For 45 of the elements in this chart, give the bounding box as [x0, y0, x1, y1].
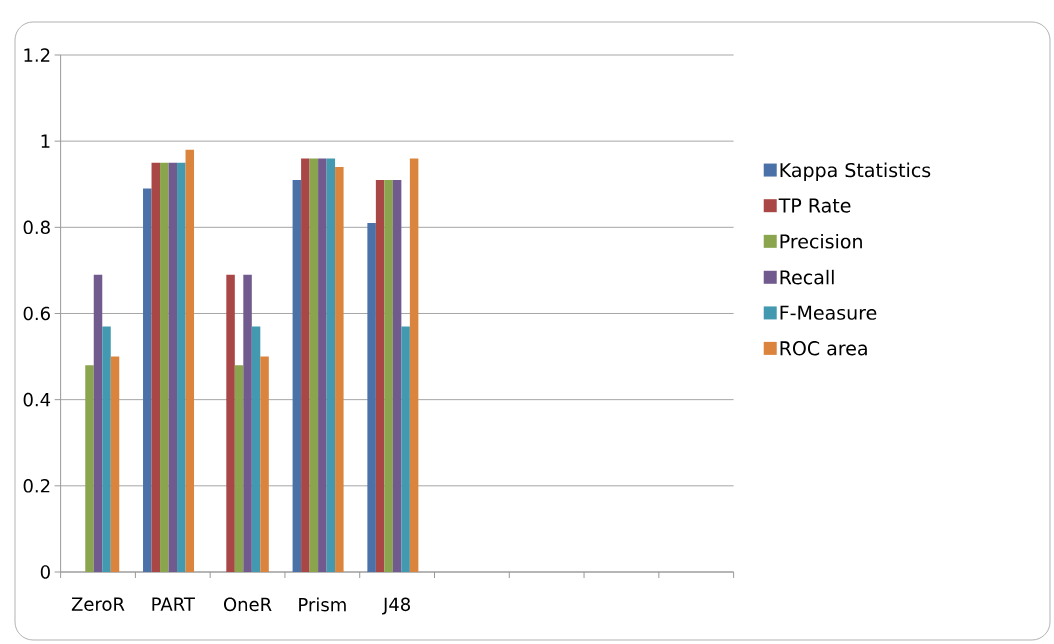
- bar: [301, 158, 310, 572]
- bar: [226, 274, 235, 572]
- bar: [260, 356, 269, 572]
- bar: [234, 365, 244, 572]
- bar: [151, 162, 161, 572]
- bar: [168, 162, 178, 572]
- y-tick-label: 0.8: [23, 220, 50, 235]
- legend-label: TP Rate: [778, 198, 851, 213]
- y-tick-label: 0.4: [23, 392, 51, 407]
- bar: [185, 149, 195, 572]
- x-tick-label: PART: [152, 597, 195, 611]
- bar: [177, 162, 186, 572]
- x-tick-label: OneR: [223, 597, 272, 612]
- bar: [243, 274, 252, 572]
- y-tick-label: 0: [40, 565, 50, 579]
- x-tick-label: ZeroR: [71, 597, 125, 611]
- bar: [384, 179, 393, 572]
- x-tick-label: J48: [382, 597, 410, 615]
- legend-label: Recall: [780, 269, 834, 285]
- bar: [160, 162, 169, 572]
- bar: [110, 356, 120, 572]
- bar: [335, 167, 344, 572]
- legend-label: Kappa Statistics: [780, 162, 931, 181]
- bar: [251, 326, 261, 572]
- bar: [326, 158, 336, 572]
- bar: [401, 326, 410, 572]
- bar: [375, 179, 385, 572]
- bar: [367, 223, 376, 572]
- legend-label: F-Measure: [780, 305, 877, 320]
- bar: [143, 188, 152, 572]
- bar: [409, 158, 419, 572]
- bar: [85, 365, 94, 572]
- bar: [102, 326, 111, 572]
- bar: [93, 274, 103, 572]
- legend-label: Precision: [780, 233, 862, 249]
- y-tick-label: 0.2: [23, 479, 50, 493]
- x-tick-label: Prism: [299, 597, 346, 612]
- y-tick-label: 1: [41, 134, 50, 148]
- y-tick-label: 1.2: [24, 48, 50, 62]
- bar: [318, 158, 327, 572]
- bar: [292, 179, 302, 572]
- bar: [309, 158, 319, 572]
- y-tick-label: 0.6: [23, 306, 50, 321]
- legend-label: ROC area: [780, 341, 867, 356]
- bar: [392, 179, 402, 572]
